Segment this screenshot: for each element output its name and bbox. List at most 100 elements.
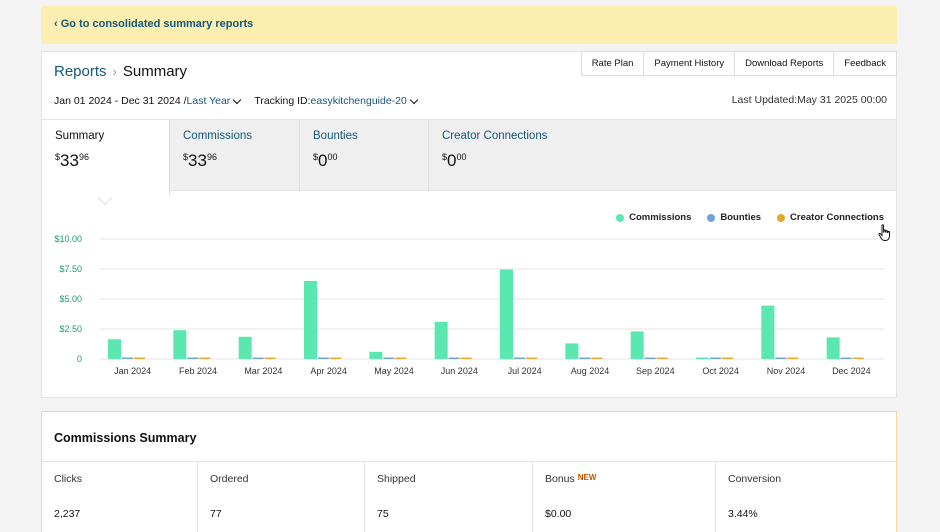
x-tick-label: Oct 2024 <box>702 366 739 376</box>
bar-creator-connections <box>526 357 537 359</box>
stat-ordered: Ordered 77 <box>198 462 365 532</box>
stat-clicks: Clicks 2,237 <box>42 462 198 532</box>
tab-label: Summary <box>55 130 105 142</box>
stat-conversion: Conversion 3.44% <box>728 473 782 520</box>
bar-creator-connections <box>722 357 733 359</box>
bar-commissions <box>500 269 513 359</box>
date-range-text: Jan 01 2024 - Dec 31 2024 / <box>54 95 187 107</box>
consolidated-reports-link[interactable]: ‹ Go to consolidated summary reports <box>54 18 254 30</box>
breadcrumb-reports-link[interactable]: Reports <box>54 63 107 80</box>
bar-commissions <box>761 305 775 359</box>
last-updated-text: Last Updated:May 31 2025 00:00 <box>731 94 887 106</box>
feedback-button[interactable]: Feedback <box>834 51 897 76</box>
date-range-dropdown[interactable]: Last Year <box>186 95 231 107</box>
bar-commissions <box>630 331 644 359</box>
tab-creator-connections[interactable]: Creator Connections $000 <box>429 120 629 191</box>
x-tick-label: Jun 2024 <box>441 366 478 376</box>
bar-creator-connections <box>656 357 668 359</box>
tracking-id-label: Tracking ID: <box>254 95 311 107</box>
bar-bounties <box>579 357 591 359</box>
bar-creator-connections <box>134 357 145 359</box>
x-tick-label: May 2024 <box>374 366 414 376</box>
chevron-down-icon[interactable] <box>409 95 419 104</box>
tab-label: Commissions <box>183 130 253 142</box>
bar-bounties <box>383 357 395 359</box>
bar-commissions <box>565 343 579 359</box>
y-tick-label: $2.50 <box>59 324 82 334</box>
x-tick-label: Jan 2024 <box>114 366 151 376</box>
legend-item-creator-connections[interactable]: Creator Connections <box>777 212 884 223</box>
bar-commissions <box>696 357 709 359</box>
legend-item-bounties[interactable]: Bounties <box>707 212 761 223</box>
y-tick-label: $5.00 <box>59 294 82 304</box>
bar-commissions <box>304 281 317 359</box>
filter-bar: Jan 01 2024 - Dec 31 2024 / Last Year Tr… <box>54 95 423 107</box>
legend-item-commissions[interactable]: Commissions <box>616 212 691 223</box>
bar-bounties <box>514 357 525 359</box>
bar-commissions <box>173 330 187 359</box>
consolidated-banner: ‹ Go to consolidated summary reports <box>41 6 897 44</box>
tab-amount: $000 <box>442 151 467 170</box>
bar-creator-connections <box>591 357 603 359</box>
bar-bounties <box>710 357 721 359</box>
chart-legend: Commissions Bounties Creator Connections <box>600 212 884 223</box>
bar-creator-connections <box>264 357 276 359</box>
tracking-id-dropdown[interactable]: easykitchenguide-20 <box>310 95 407 107</box>
hand-pointer-icon <box>878 224 890 241</box>
download-reports-button[interactable]: Download Reports <box>735 51 835 76</box>
bar-bounties <box>448 357 460 359</box>
bar-creator-connections <box>787 357 799 359</box>
tab-amount: $000 <box>313 151 338 170</box>
breadcrumb-separator-icon: › <box>112 64 117 79</box>
y-tick-label: 0 <box>77 354 82 364</box>
tab-bounties[interactable]: Bounties $000 <box>300 120 429 191</box>
x-tick-label: Mar 2024 <box>244 366 282 376</box>
legend-dot-icon <box>777 213 786 222</box>
tab-label: Creator Connections <box>442 130 548 142</box>
payment-history-button[interactable]: Payment History <box>644 51 736 76</box>
y-tick-label: $10.00 <box>54 234 82 244</box>
legend-dot-icon <box>616 213 625 222</box>
commissions-summary-title: Commissions Summary <box>54 431 197 445</box>
bar-commissions <box>826 337 840 359</box>
tab-summary[interactable]: Summary $3396 <box>42 120 170 196</box>
commissions-summary-card: Commissions Summary Clicks 2,237 Ordered… <box>41 411 897 532</box>
stat-shipped: Shipped 75 <box>365 462 533 532</box>
stat-bonus: Bonus NEW $0.00 <box>533 462 716 532</box>
x-tick-label: Dec 2024 <box>832 366 871 376</box>
bar-bounties <box>775 357 787 359</box>
bar-creator-connections <box>852 357 864 359</box>
bar-bounties <box>187 357 199 359</box>
bar-commissions <box>434 321 448 359</box>
bar-creator-connections <box>330 357 341 359</box>
x-tick-label: Nov 2024 <box>767 366 806 376</box>
tab-label: Bounties <box>313 130 358 142</box>
summary-tabs: Summary $3396 Commissions $3396 Bounties… <box>42 119 896 196</box>
x-tick-label: Feb 2024 <box>179 366 217 376</box>
bar-bounties <box>840 357 852 359</box>
page-title: Summary <box>122 63 188 80</box>
earnings-bar-chart: 0 $2.50 $5.00 $7.50 $10.00 Jan 2024 Feb 2024 Ma… <box>54 234 884 376</box>
x-tick-label: Aug 2024 <box>571 366 610 376</box>
breadcrumb: Reports › Summary <box>54 63 187 80</box>
chevron-down-icon[interactable] <box>233 95 242 104</box>
legend-dot-icon <box>707 213 716 222</box>
y-tick-label: $7.50 <box>59 264 82 274</box>
tab-amount: $3396 <box>55 151 89 170</box>
tab-amount: $3396 <box>183 151 217 170</box>
bar-creator-connections <box>199 357 211 359</box>
rate-plan-button[interactable]: Rate Plan <box>580 51 645 76</box>
x-tick-label: Apr 2024 <box>310 366 347 376</box>
bar-commissions <box>238 336 252 359</box>
x-tick-label: Jul 2024 <box>508 366 542 376</box>
x-tick-label: Sep 2024 <box>636 366 675 376</box>
commissions-stats-row: Clicks 2,237 Ordered 77 Shipped 75 Bonus… <box>42 461 896 532</box>
bar-commissions <box>108 339 121 359</box>
bar-creator-connections <box>395 357 407 359</box>
tab-commissions[interactable]: Commissions $3396 <box>170 120 300 191</box>
bar-commissions <box>369 351 383 359</box>
bar-bounties <box>252 357 264 359</box>
bar-creator-connections <box>460 357 472 359</box>
bar-bounties <box>122 357 133 359</box>
top-button-group: Rate Plan Payment History Download Repor… <box>580 51 897 76</box>
